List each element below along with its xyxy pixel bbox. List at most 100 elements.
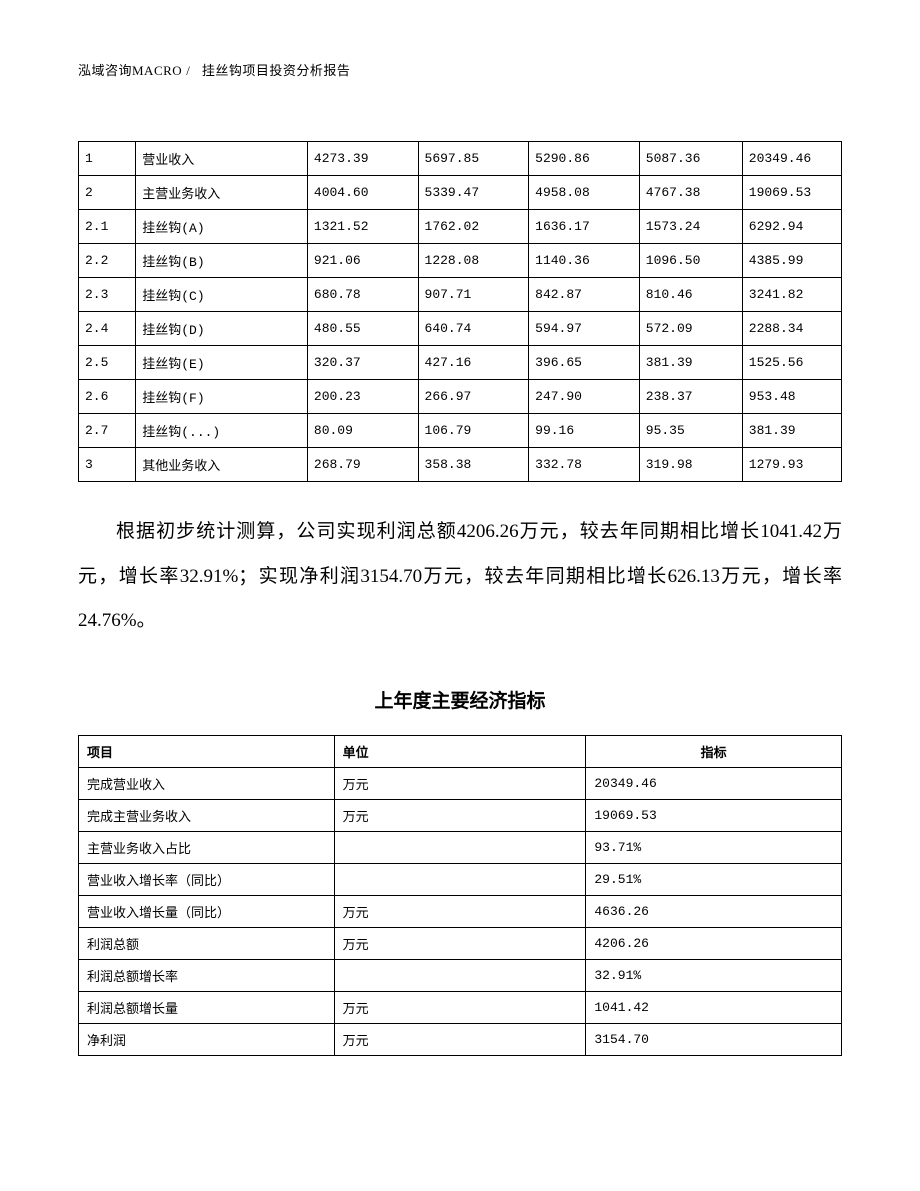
table-cell: 1096.50 <box>639 244 742 278</box>
table-cell: 640.74 <box>418 312 529 346</box>
table-row: 营业收入增长量（同比）万元4636.26 <box>79 895 842 927</box>
table-cell: 2288.34 <box>742 312 841 346</box>
table-cell: 4385.99 <box>742 244 841 278</box>
table-cell: 利润总额增长率 <box>79 959 335 991</box>
table-row: 3其他业务收入268.79358.38332.78319.981279.93 <box>79 448 842 482</box>
table-cell: 营业收入增长量（同比） <box>79 895 335 927</box>
table-cell: 主营业务收入 <box>136 176 308 210</box>
table-cell: 99.16 <box>529 414 640 448</box>
table-cell: 3154.70 <box>586 1023 842 1055</box>
table-cell: 1321.52 <box>307 210 418 244</box>
table2-header-unit: 单位 <box>334 735 586 767</box>
table-cell: 319.98 <box>639 448 742 482</box>
table-row: 1营业收入4273.395697.855290.865087.3620349.4… <box>79 142 842 176</box>
table-cell: 19069.53 <box>742 176 841 210</box>
table-cell: 358.38 <box>418 448 529 482</box>
table-cell: 572.09 <box>639 312 742 346</box>
table2-header-project: 项目 <box>79 735 335 767</box>
table-cell: 挂丝钩(B) <box>136 244 308 278</box>
table-row: 营业收入增长率（同比）29.51% <box>79 863 842 895</box>
header-doc-title: 挂丝钩项目投资分析报告 <box>202 63 351 78</box>
table-cell: 2.5 <box>79 346 136 380</box>
table-cell: 2.4 <box>79 312 136 346</box>
table-cell: 5290.86 <box>529 142 640 176</box>
table-cell: 268.79 <box>307 448 418 482</box>
table-cell: 20349.46 <box>586 767 842 799</box>
table-cell: 利润总额增长量 <box>79 991 335 1023</box>
table-cell <box>334 831 586 863</box>
table-cell: 万元 <box>334 895 586 927</box>
page-header: 泓域咨询MACRO/ 挂丝钩项目投资分析报告 <box>78 60 842 79</box>
table-cell: 4206.26 <box>586 927 842 959</box>
revenue-breakdown-table: 1营业收入4273.395697.855290.865087.3620349.4… <box>78 141 842 482</box>
table-cell: 万元 <box>334 927 586 959</box>
table-cell: 1140.36 <box>529 244 640 278</box>
table-cell: 4636.26 <box>586 895 842 927</box>
table-row: 2主营业务收入4004.605339.474958.084767.3819069… <box>79 176 842 210</box>
table-cell: 2 <box>79 176 136 210</box>
table-cell: 3 <box>79 448 136 482</box>
table-cell: 1636.17 <box>529 210 640 244</box>
table-row: 2.5挂丝钩(E)320.37427.16396.65381.391525.56 <box>79 346 842 380</box>
table-cell <box>334 959 586 991</box>
table-cell: 93.71% <box>586 831 842 863</box>
table-cell: 挂丝钩(...) <box>136 414 308 448</box>
table-cell: 挂丝钩(F) <box>136 380 308 414</box>
key-indicators-table: 项目 单位 指标 完成营业收入万元20349.46完成主营业务收入万元19069… <box>78 735 842 1056</box>
table-cell: 挂丝钩(A) <box>136 210 308 244</box>
table-cell: 95.35 <box>639 414 742 448</box>
table-cell: 29.51% <box>586 863 842 895</box>
table2-header-indicator: 指标 <box>586 735 842 767</box>
table-cell: 332.78 <box>529 448 640 482</box>
table-cell: 2.3 <box>79 278 136 312</box>
table-cell: 1573.24 <box>639 210 742 244</box>
table-cell: 1279.93 <box>742 448 841 482</box>
table-row: 2.7挂丝钩(...)80.09106.7999.1695.35381.39 <box>79 414 842 448</box>
table-cell: 20349.46 <box>742 142 841 176</box>
table-row: 利润总额增长量万元1041.42 <box>79 991 842 1023</box>
table-cell <box>334 863 586 895</box>
table-cell: 万元 <box>334 991 586 1023</box>
table-row: 净利润万元3154.70 <box>79 1023 842 1055</box>
table-cell: 953.48 <box>742 380 841 414</box>
table-cell: 427.16 <box>418 346 529 380</box>
table-cell: 1041.42 <box>586 991 842 1023</box>
table-cell: 320.37 <box>307 346 418 380</box>
table-cell: 净利润 <box>79 1023 335 1055</box>
table-cell: 6292.94 <box>742 210 841 244</box>
table-cell: 594.97 <box>529 312 640 346</box>
table-row: 2.6挂丝钩(F)200.23266.97247.90238.37953.48 <box>79 380 842 414</box>
table-cell: 266.97 <box>418 380 529 414</box>
table-row: 2.3挂丝钩(C)680.78907.71842.87810.463241.82 <box>79 278 842 312</box>
table-cell: 万元 <box>334 767 586 799</box>
table-cell: 238.37 <box>639 380 742 414</box>
table-cell: 4273.39 <box>307 142 418 176</box>
table-cell: 106.79 <box>418 414 529 448</box>
table-cell: 680.78 <box>307 278 418 312</box>
page: 泓域咨询MACRO/ 挂丝钩项目投资分析报告 1营业收入4273.395697.… <box>0 0 920 1116</box>
table-cell: 1762.02 <box>418 210 529 244</box>
table-cell: 挂丝钩(D) <box>136 312 308 346</box>
table-cell: 2.7 <box>79 414 136 448</box>
table-cell: 4004.60 <box>307 176 418 210</box>
table-row: 完成主营业务收入万元19069.53 <box>79 799 842 831</box>
table2-head: 项目 单位 指标 <box>79 735 842 767</box>
table-cell: 247.90 <box>529 380 640 414</box>
table-cell: 19069.53 <box>586 799 842 831</box>
table-cell: 2.6 <box>79 380 136 414</box>
table-row: 2.2挂丝钩(B)921.061228.081140.361096.504385… <box>79 244 842 278</box>
table-cell: 396.65 <box>529 346 640 380</box>
table-cell: 1228.08 <box>418 244 529 278</box>
table-cell: 842.87 <box>529 278 640 312</box>
table2-header-row: 项目 单位 指标 <box>79 735 842 767</box>
section-title: 上年度主要经济指标 <box>78 686 842 713</box>
summary-paragraph: 根据初步统计测算，公司实现利润总额4206.26万元，较去年同期相比增长1041… <box>78 510 842 644</box>
table-cell: 3241.82 <box>742 278 841 312</box>
table-cell: 完成主营业务收入 <box>79 799 335 831</box>
table-cell: 907.71 <box>418 278 529 312</box>
header-company: 泓域咨询MACRO <box>78 63 182 78</box>
table-cell: 80.09 <box>307 414 418 448</box>
table-cell: 完成营业收入 <box>79 767 335 799</box>
table-cell: 32.91% <box>586 959 842 991</box>
table-cell: 2.2 <box>79 244 136 278</box>
